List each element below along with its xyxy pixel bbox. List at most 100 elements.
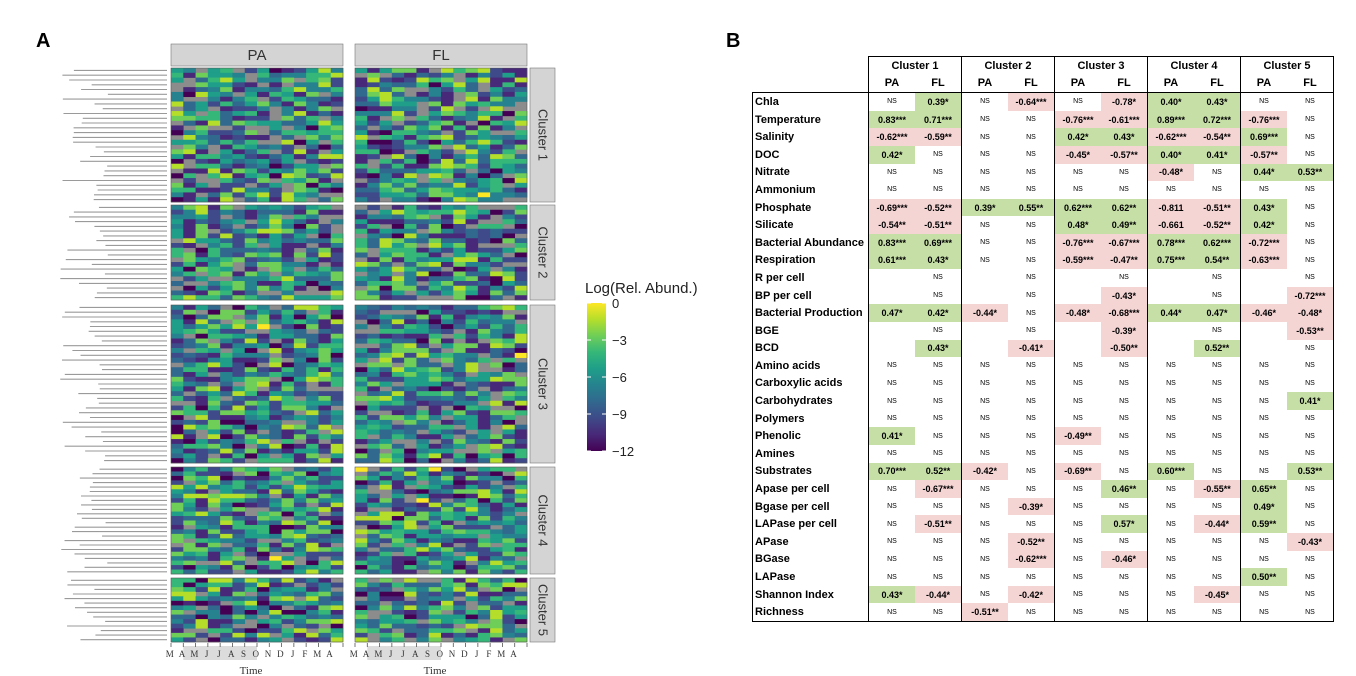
heatmap-cell — [502, 271, 516, 277]
correlation-cell: NS — [1054, 445, 1101, 463]
heatmap-cell — [416, 348, 430, 354]
heatmap-cell — [441, 569, 454, 575]
heatmap-cell — [281, 247, 295, 253]
heatmap-cell — [207, 448, 221, 454]
correlation-cell: NS — [868, 515, 915, 534]
correlation-cell: NS — [1119, 573, 1129, 581]
heatmap-cell — [355, 376, 368, 382]
row-label: DOC — [752, 145, 869, 164]
heatmap-cell — [355, 419, 368, 425]
heatmap-cell — [391, 333, 405, 339]
heatmap-cell — [453, 605, 466, 611]
heatmap-cell — [355, 395, 368, 402]
heatmap-cell — [293, 139, 307, 145]
heatmap-cell — [502, 154, 516, 160]
heatmap-cell — [404, 591, 417, 597]
heatmap-cell — [453, 484, 466, 490]
heatmap-cell — [195, 187, 209, 193]
correlation-cell: NS — [1119, 397, 1129, 405]
heatmap-cell — [477, 305, 491, 311]
heatmap-cell — [207, 281, 221, 287]
x-tick-label: D — [461, 649, 468, 659]
heatmap-cell — [293, 295, 307, 301]
heatmap-cell — [502, 458, 516, 464]
heatmap-cell — [502, 219, 516, 225]
heatmap-cell — [465, 395, 479, 402]
correlation-cell: NS — [1212, 432, 1222, 440]
heatmap-cell — [281, 507, 295, 512]
heatmap-cell — [355, 305, 368, 311]
heatmap-cell — [207, 538, 221, 544]
heatmap-cell — [477, 149, 491, 155]
correlation-cell: -0.76*** — [1054, 110, 1101, 129]
row-label: APase — [752, 533, 869, 551]
correlation-cell: NS — [1287, 480, 1334, 498]
heatmap-cell — [330, 600, 344, 606]
heatmap-cell — [281, 305, 295, 311]
heatmap-cell — [269, 72, 282, 78]
heatmap-cell — [379, 209, 393, 215]
heatmap-cell — [453, 439, 466, 445]
heatmap-cell — [171, 498, 184, 503]
heatmap-cell — [257, 502, 270, 508]
heatmap-cell — [318, 158, 332, 165]
heatmap-cell — [477, 197, 491, 203]
heatmap-cell — [207, 290, 221, 296]
heatmap-cell — [416, 538, 430, 544]
heatmap-cell — [220, 238, 233, 244]
heatmap-cell — [207, 600, 221, 606]
heatmap-cell — [293, 367, 307, 373]
heatmap-cell — [453, 410, 466, 416]
heatmap-cell — [306, 376, 319, 382]
heatmap-cell — [195, 367, 209, 373]
correlation-cell: -0.46* — [1240, 304, 1287, 322]
heatmap-cell — [355, 439, 368, 445]
heatmap-cell — [441, 596, 454, 602]
heatmap-cell — [195, 623, 209, 629]
heatmap-cell — [281, 257, 295, 263]
heatmap-cell — [318, 507, 332, 512]
heatmap-cell — [416, 419, 430, 425]
heatmap-cell — [453, 271, 466, 277]
heatmap-cell — [281, 533, 295, 539]
heatmap-cell — [453, 471, 466, 477]
heatmap-cell — [465, 182, 479, 188]
heatmap-cell — [281, 475, 295, 481]
heatmap-cell — [330, 467, 344, 472]
heatmap-cell — [318, 596, 332, 602]
heatmap-cell — [281, 367, 295, 373]
heatmap-cell — [490, 600, 503, 606]
heatmap-cell — [453, 205, 466, 211]
heatmap-cell — [428, 529, 442, 535]
heatmap-cell — [293, 82, 307, 88]
heatmap-cell — [293, 338, 307, 344]
heatmap-cell — [416, 628, 430, 634]
heatmap-cell — [257, 182, 270, 188]
heatmap-cell — [183, 471, 196, 477]
heatmap-cell — [318, 96, 332, 102]
heatmap-cell — [207, 96, 221, 102]
row-label: Bacterial Production — [752, 304, 869, 322]
heatmap-cell — [502, 187, 516, 193]
heatmap-cell — [330, 182, 344, 188]
heatmap-cell — [490, 182, 503, 188]
heatmap-cell — [183, 587, 196, 593]
heatmap-cell — [502, 367, 516, 373]
heatmap-cell — [293, 243, 307, 249]
heatmap-cell — [195, 319, 209, 325]
heatmap-cell — [355, 352, 368, 358]
heatmap-cell — [281, 511, 295, 517]
heatmap-cell — [171, 233, 184, 239]
heatmap-cell — [367, 187, 380, 193]
heatmap-cell — [330, 614, 344, 620]
heatmap-cell — [367, 266, 380, 272]
heatmap-cell — [269, 391, 282, 397]
correlation-cell: -0.61*** — [1101, 110, 1148, 129]
heatmap-cell — [318, 547, 332, 553]
heatmap-cell — [502, 565, 516, 570]
heatmap-cell — [183, 600, 196, 606]
heatmap-cell — [207, 68, 221, 74]
row-label: Carboxylic acids — [752, 374, 869, 393]
correlation-cell: NS — [1287, 92, 1334, 111]
heatmap-cell — [183, 238, 196, 244]
